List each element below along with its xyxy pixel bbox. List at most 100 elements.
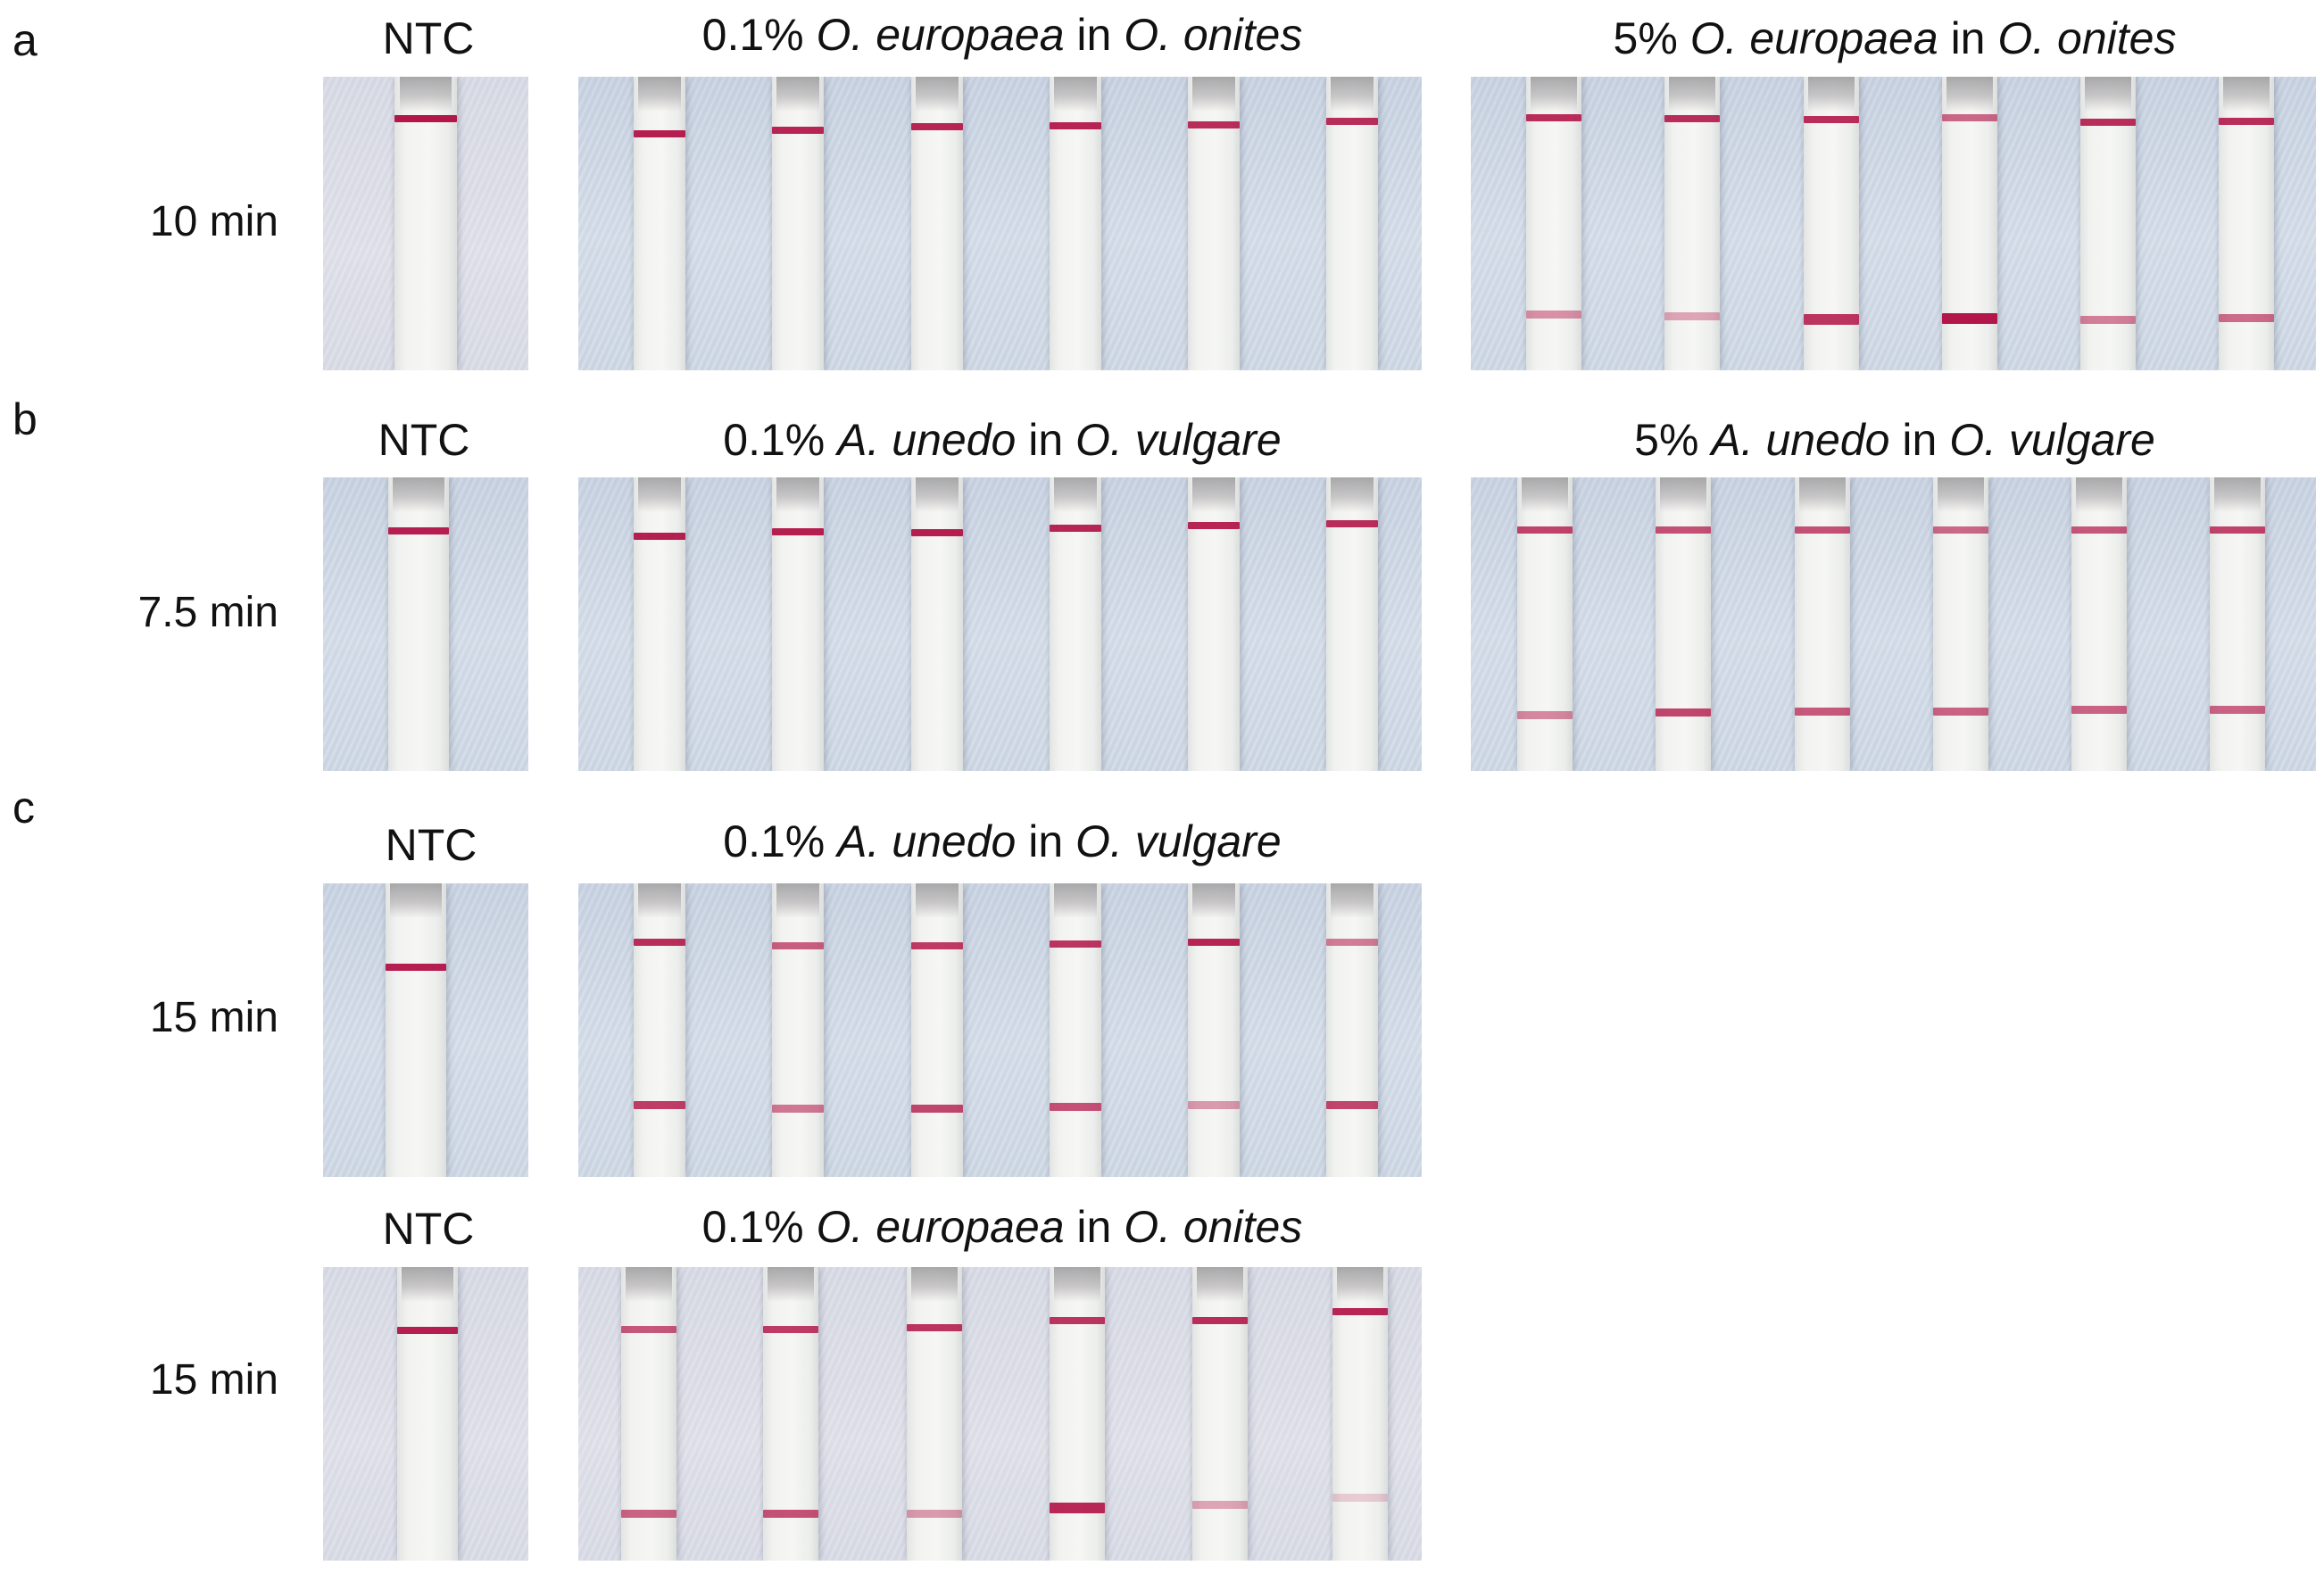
group-title-c1: 0.1% A. unedo in O. vulgare — [723, 816, 1282, 866]
control-line — [1942, 114, 1997, 121]
control-line — [1326, 118, 1378, 125]
sample-pad — [1336, 1267, 1384, 1303]
sample-pad — [915, 77, 959, 112]
test-strip — [397, 1267, 458, 1561]
sample-pad — [2213, 477, 2262, 513]
control-line — [911, 123, 963, 130]
control-line — [1050, 122, 1101, 129]
sample-pad — [1053, 883, 1098, 919]
control-line — [1188, 939, 1240, 946]
time-label-b: 7.5 min — [137, 589, 278, 636]
test-strip — [1188, 77, 1240, 370]
sample-pad — [915, 883, 959, 919]
ntc-strip-photo-b — [323, 477, 528, 771]
test-strip — [1192, 1267, 1248, 1561]
test-strip — [1050, 1267, 1105, 1561]
sample-pad — [399, 77, 452, 112]
group-title-a2: 5% O. europaea in O. onites — [1613, 13, 2177, 63]
test-strip — [634, 77, 685, 370]
ntc-strip-photo-a — [323, 77, 528, 370]
test-line — [1656, 708, 1711, 717]
sample-pad — [393, 477, 444, 513]
sample-pad — [637, 477, 682, 513]
ntc-strip-photo-c1 — [323, 883, 528, 1177]
test-line — [1188, 1101, 1240, 1109]
control-line — [2071, 526, 2127, 534]
sample-pad — [776, 883, 820, 919]
control-line — [1933, 526, 1988, 534]
sample-pad — [390, 883, 442, 919]
control-line — [634, 533, 685, 540]
group-title-c2: 0.1% O. europaea in O. onites — [701, 1202, 1303, 1252]
test-line — [763, 1510, 818, 1518]
ntc-title-c2: NTC — [382, 1204, 475, 1254]
control-line — [763, 1326, 818, 1333]
control-line — [1188, 121, 1240, 128]
test-line — [1332, 1494, 1388, 1502]
control-line — [634, 939, 685, 946]
test-strip — [621, 1267, 676, 1561]
group-title-b1: 0.1% A. unedo in O. vulgare — [723, 415, 1282, 465]
sample-pad — [1330, 883, 1374, 919]
control-line — [1188, 522, 1240, 529]
test-strip — [1804, 77, 1859, 370]
test-line — [2210, 706, 2265, 714]
test-strip — [911, 477, 963, 771]
test-strip — [634, 883, 685, 1177]
group-title-b2: 5% A. unedo in O. vulgare — [1634, 415, 2155, 465]
test-strip — [1188, 477, 1240, 771]
control-line — [1050, 1317, 1105, 1324]
test-strip — [2071, 477, 2127, 771]
control-line — [388, 527, 449, 534]
test-line — [1804, 314, 1859, 325]
strip-photo-a-group2 — [1471, 77, 2316, 370]
sample-pad — [915, 477, 959, 513]
test-line — [1326, 1101, 1378, 1109]
time-label-c2: 15 min — [149, 1356, 278, 1404]
test-strip — [763, 1267, 818, 1561]
sample-pad — [2075, 477, 2123, 513]
control-line — [394, 115, 457, 122]
sample-pad — [1798, 477, 1847, 513]
test-strip — [2210, 477, 2265, 771]
test-strip — [2219, 77, 2274, 370]
test-strip — [1326, 77, 1378, 370]
test-line — [2071, 706, 2127, 714]
test-strip — [772, 477, 824, 771]
ntc-strip-photo-c2 — [323, 1267, 528, 1561]
panel-letter-c: c — [12, 783, 35, 833]
ntc-title-b: NTC — [378, 415, 470, 465]
test-strip — [911, 77, 963, 370]
control-line — [1664, 115, 1720, 122]
panel-letter-b: b — [12, 394, 37, 444]
test-strip — [1326, 477, 1378, 771]
sample-pad — [1807, 77, 1855, 112]
control-line — [2219, 118, 2274, 125]
control-line — [772, 127, 824, 134]
test-line — [911, 1105, 963, 1113]
test-line — [1795, 708, 1850, 716]
test-strip — [634, 477, 685, 771]
test-line — [1050, 1103, 1101, 1111]
test-line — [634, 1101, 685, 1109]
sample-pad — [637, 883, 682, 919]
sample-pad — [1053, 77, 1098, 112]
test-strip — [772, 77, 824, 370]
test-strip — [1664, 77, 1720, 370]
ntc-title-c1: NTC — [385, 820, 477, 870]
sample-pad — [1191, 883, 1236, 919]
test-strip — [911, 883, 963, 1177]
control-line — [1332, 1308, 1388, 1315]
test-strip — [1332, 1267, 1388, 1561]
sample-pad — [767, 1267, 815, 1303]
control-line — [1050, 525, 1101, 532]
control-line — [1656, 526, 1711, 534]
control-line — [772, 942, 824, 949]
panel-letter-a: a — [12, 15, 37, 65]
test-line — [1942, 313, 1997, 324]
control-line — [1517, 526, 1573, 534]
sample-pad — [625, 1267, 673, 1303]
test-strip — [1326, 883, 1378, 1177]
test-strip — [1933, 477, 1988, 771]
test-line — [1933, 708, 1988, 716]
